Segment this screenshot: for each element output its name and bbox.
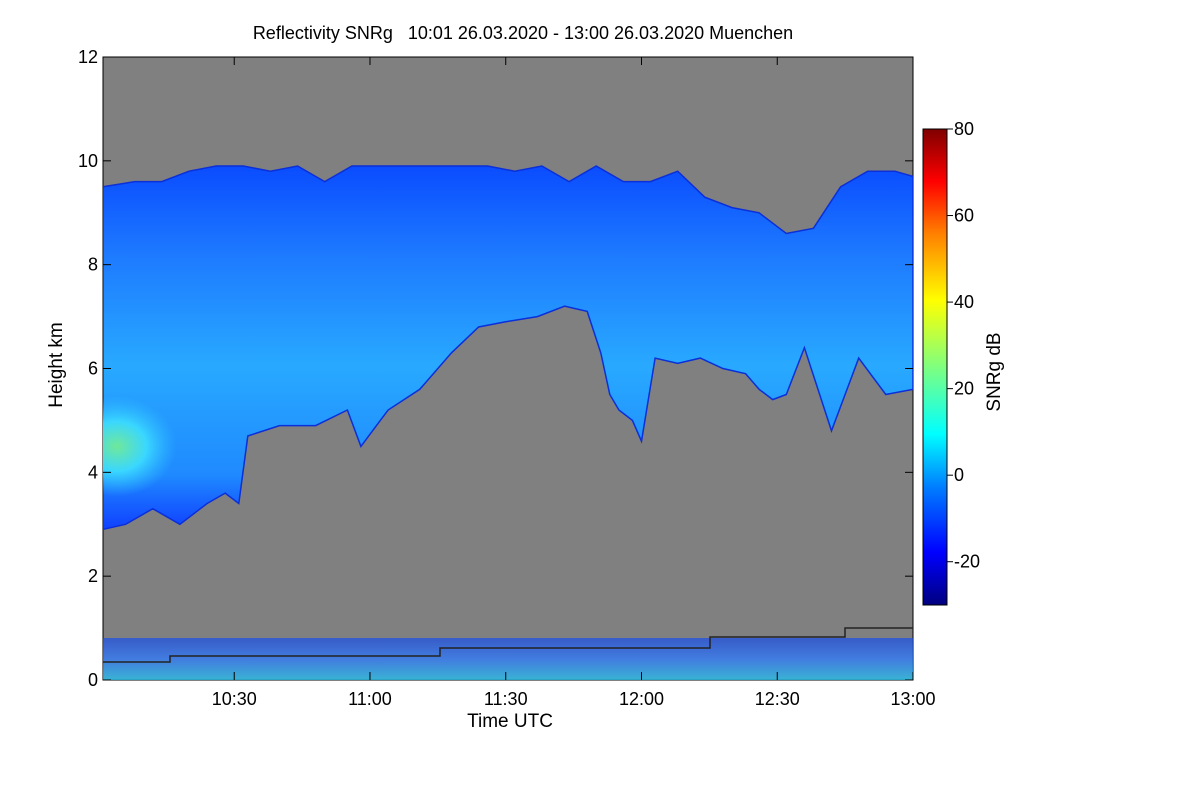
colorbar-label: SNRg dB xyxy=(984,332,1005,411)
y-tick-label: 0 xyxy=(88,670,98,690)
colorbar-axis: -20 0 20 40 60 80 xyxy=(947,119,980,572)
colorbar-tick-label: -20 xyxy=(954,552,980,572)
y-tick-label: 4 xyxy=(88,462,98,482)
colorbar-tick-label: 60 xyxy=(954,206,974,226)
colorbar-tick-label: 40 xyxy=(954,292,974,312)
y-tick-label: 12 xyxy=(78,47,98,67)
y-tick-label: 2 xyxy=(88,566,98,586)
y-axis-label: Height km xyxy=(46,322,67,408)
y-tick-label: 10 xyxy=(78,151,98,171)
ground-clutter-band xyxy=(103,638,913,680)
colorbar-tick-label: 80 xyxy=(954,119,974,139)
colorbar-tick-label: 0 xyxy=(954,465,964,485)
colorbar-tick-label: 20 xyxy=(954,379,974,399)
cloud-echo-region xyxy=(103,165,913,531)
y-tick-label: 8 xyxy=(88,255,98,275)
y-axis: 0 2 4 6 8 10 12 xyxy=(78,47,913,690)
colorbar xyxy=(922,128,948,606)
x-axis-label: Time UTC xyxy=(467,711,553,732)
x-axis: 10:30 11:00 11:30 12:00 12:30 13:00 xyxy=(212,57,936,709)
chart-title: Reflectivity SNRg 10:01 26.03.2020 - 13:… xyxy=(253,23,793,43)
y-tick-label: 6 xyxy=(88,359,98,379)
x-tick-label: 12:00 xyxy=(619,689,664,709)
x-tick-label: 11:00 xyxy=(348,689,392,709)
ground-clutter-edge xyxy=(103,627,913,663)
x-tick-label: 12:30 xyxy=(755,689,800,709)
x-tick-label: 10:30 xyxy=(212,689,257,709)
x-tick-label: 13:00 xyxy=(890,689,935,709)
x-tick-label: 11:30 xyxy=(484,689,528,709)
cloud-core-max xyxy=(103,396,177,497)
